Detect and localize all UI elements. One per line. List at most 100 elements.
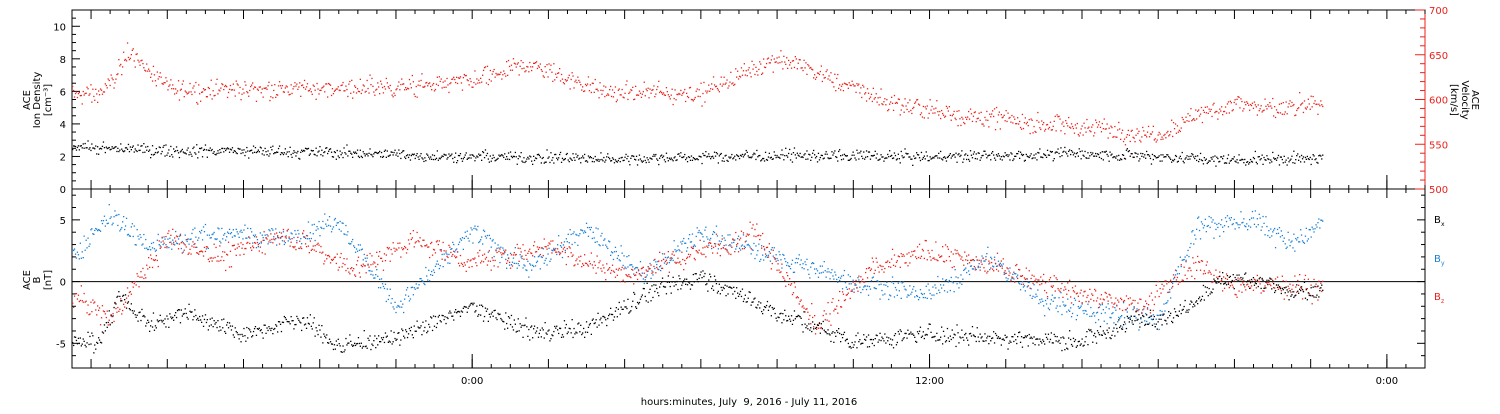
density-point [1289,160,1290,161]
density-point [271,149,272,150]
velocity-point [421,73,422,74]
density-point [717,153,718,154]
bz-point [694,258,695,259]
density-point [860,151,861,152]
velocity-point [562,79,563,80]
by-point [883,284,884,285]
density-point [630,158,631,159]
bz-point [174,237,175,238]
velocity-point [947,108,948,109]
density-point [891,155,892,156]
density-point [451,154,452,155]
density-point [424,157,425,158]
velocity-point [884,98,885,99]
density-point [381,152,382,153]
by-point [818,277,819,278]
bz-point [255,243,256,244]
density-point [833,152,834,153]
velocity-point [501,78,502,79]
bz-point [441,250,442,251]
density-point [1294,163,1295,164]
bz-point [370,264,371,265]
density-point [1248,163,1249,164]
bz-point [86,301,87,302]
bz-point [454,256,455,257]
density-point [1185,157,1186,158]
velocity-point [539,67,540,68]
bz-point [701,254,702,255]
density-point [244,155,245,156]
bz-point [596,273,597,274]
density-point [601,159,602,160]
by-point [148,249,149,250]
bz-point [476,265,477,266]
density-point [166,155,167,156]
bz-point [383,270,384,271]
density-point [349,151,350,152]
bz-point [228,242,229,243]
by-point [378,287,379,288]
density-point [394,150,395,151]
density-point [687,161,688,162]
by-point [78,254,79,255]
bz-point [494,265,495,266]
density-point [669,158,670,159]
by-point [181,248,182,249]
velocity-point [742,75,743,76]
velocity-point [758,69,759,70]
bz-point [155,259,156,260]
velocity-point [1153,126,1154,127]
velocity-point [251,85,252,86]
density-point [1247,161,1248,162]
density-point [556,158,557,159]
by-point [750,246,751,247]
velocity-point [379,93,380,94]
density-point [1266,155,1267,156]
by-point [515,247,516,248]
bz-point [616,269,617,270]
velocity-point [1092,124,1093,125]
density-point [109,147,110,148]
density-point [1223,155,1224,156]
bz-point [351,267,352,268]
by-point [383,286,384,287]
by-point [1322,221,1323,222]
density-point [1321,158,1322,159]
density-point [1145,158,1146,159]
bz-point [572,254,573,255]
velocity-point [762,73,763,74]
density-point [937,157,938,158]
bz-point [590,263,591,264]
bz-point [122,310,123,311]
by-point [530,264,531,265]
velocity-point [229,89,230,90]
velocity-point [483,70,484,71]
by-point [1163,303,1164,304]
bz-point [163,243,164,244]
bz-point [318,245,319,246]
density-point [1075,156,1076,157]
velocity-point [993,116,994,117]
density-point [1149,156,1150,157]
velocity-point [382,87,383,88]
density-point [188,147,189,148]
density-point [101,148,102,149]
by-point [350,243,351,244]
by-point [177,243,178,244]
bz-point [655,272,656,273]
velocity-point [76,91,77,92]
bz-point [278,237,279,238]
velocity-point [265,87,266,88]
by-point [643,278,644,279]
by-point [111,216,112,217]
density-point [900,162,901,163]
by-point [707,239,708,240]
velocity-point [516,66,517,67]
density-point [126,147,127,148]
bz-point [267,235,268,236]
velocity-point [610,86,611,87]
velocity-point [401,78,402,79]
by-point [840,278,841,279]
by-point [542,257,543,258]
density-point [299,158,300,159]
